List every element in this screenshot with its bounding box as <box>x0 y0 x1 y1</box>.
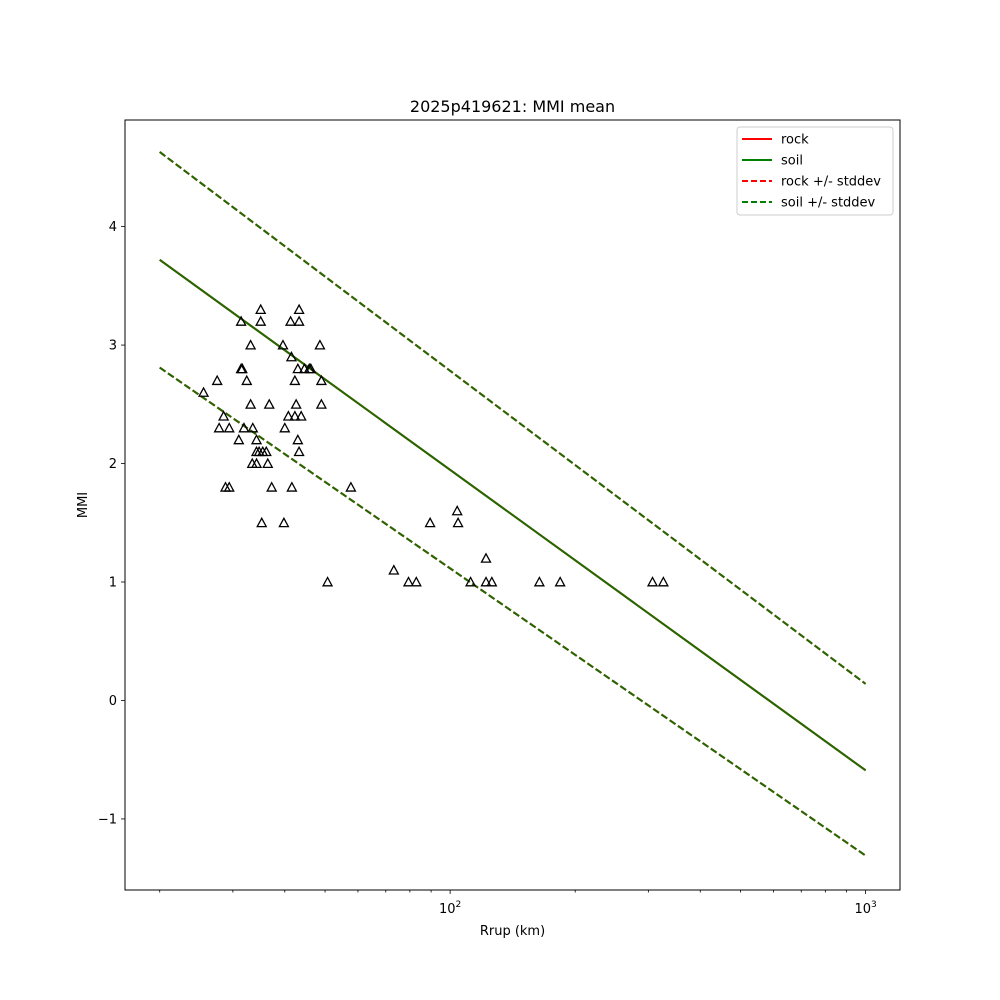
x-tick-label: 103 <box>854 900 876 917</box>
y-tick-label: 0 <box>109 694 117 709</box>
data-point <box>218 410 230 421</box>
data-point <box>277 339 289 350</box>
legend-box <box>736 126 894 216</box>
legend-label: soil +/- stddev <box>781 196 876 211</box>
y-tick-label: −1 <box>98 812 117 827</box>
data-point <box>260 445 272 457</box>
data-point <box>197 386 210 397</box>
series-line-soil-stddev <box>159 151 867 685</box>
data-point <box>213 422 225 433</box>
data-point <box>223 481 235 492</box>
data-point <box>657 576 669 587</box>
data-point <box>245 398 257 409</box>
data-point <box>533 576 545 587</box>
data-point <box>424 516 436 528</box>
legend-label: rock +/- stddev <box>781 175 881 190</box>
data-point <box>315 374 327 386</box>
data-point <box>247 422 259 433</box>
data-point <box>554 576 566 587</box>
data-point <box>292 433 304 445</box>
x-axis-label: Rrup (km) <box>480 924 545 939</box>
data-point <box>263 398 275 409</box>
data-point <box>402 576 415 587</box>
data-point <box>250 457 263 469</box>
legend: rock soil rock +/- stddev soil +/- stddev <box>736 126 894 216</box>
y-tick-label: 2 <box>109 457 117 472</box>
x-tick-label: 102 <box>439 900 461 917</box>
data-point <box>241 374 253 386</box>
data-point <box>410 576 422 587</box>
x-axis: 102 103 <box>159 890 877 917</box>
y-tick-label: 1 <box>109 576 117 591</box>
data-point <box>255 315 267 326</box>
axes-frame <box>124 119 901 891</box>
data-point <box>211 374 223 386</box>
data-point <box>286 481 298 492</box>
data-point <box>262 457 274 469</box>
y-tick-label: 4 <box>109 220 117 235</box>
data-point <box>278 516 290 528</box>
data-point <box>238 422 250 433</box>
data-point <box>480 552 492 563</box>
series-line-soil <box>159 258 867 772</box>
data-point <box>233 433 245 445</box>
legend-label: soil <box>781 154 803 169</box>
data-point <box>345 481 357 492</box>
data-point <box>295 410 307 421</box>
y-tick-label: 3 <box>109 339 117 354</box>
plot-area <box>159 151 867 857</box>
data-point <box>285 351 298 362</box>
data-point <box>256 516 268 528</box>
chart-title: 2025p419621: MMI mean <box>410 97 615 116</box>
data-point <box>314 339 326 350</box>
data-point <box>388 564 400 575</box>
data-point <box>250 433 263 445</box>
data-point <box>235 315 247 326</box>
data-point <box>451 505 463 516</box>
data-point <box>223 422 235 433</box>
data-point <box>289 410 301 421</box>
data-point <box>282 410 294 421</box>
series-line-soil-stddev <box>159 366 867 857</box>
data-point <box>293 303 305 315</box>
data-point <box>321 576 334 587</box>
data-point <box>245 339 257 350</box>
data-point <box>266 481 278 492</box>
legend-label: rock <box>781 133 809 148</box>
data-point <box>293 315 305 326</box>
data-point <box>464 576 477 587</box>
data-point <box>486 576 498 587</box>
data-point <box>646 576 659 587</box>
data-point <box>289 374 301 386</box>
y-axis: −1 0 1 2 3 4 <box>98 220 125 827</box>
data-point <box>236 362 248 374</box>
data-point <box>305 362 317 374</box>
data-point <box>279 422 291 433</box>
data-point <box>315 398 327 409</box>
data-point <box>452 516 464 528</box>
data-point <box>292 362 304 374</box>
data-point <box>290 398 302 409</box>
data-point <box>255 303 267 315</box>
data-point <box>293 445 305 457</box>
y-axis-label: MMI <box>76 492 91 518</box>
data-point <box>480 576 492 587</box>
data-point <box>284 315 297 326</box>
